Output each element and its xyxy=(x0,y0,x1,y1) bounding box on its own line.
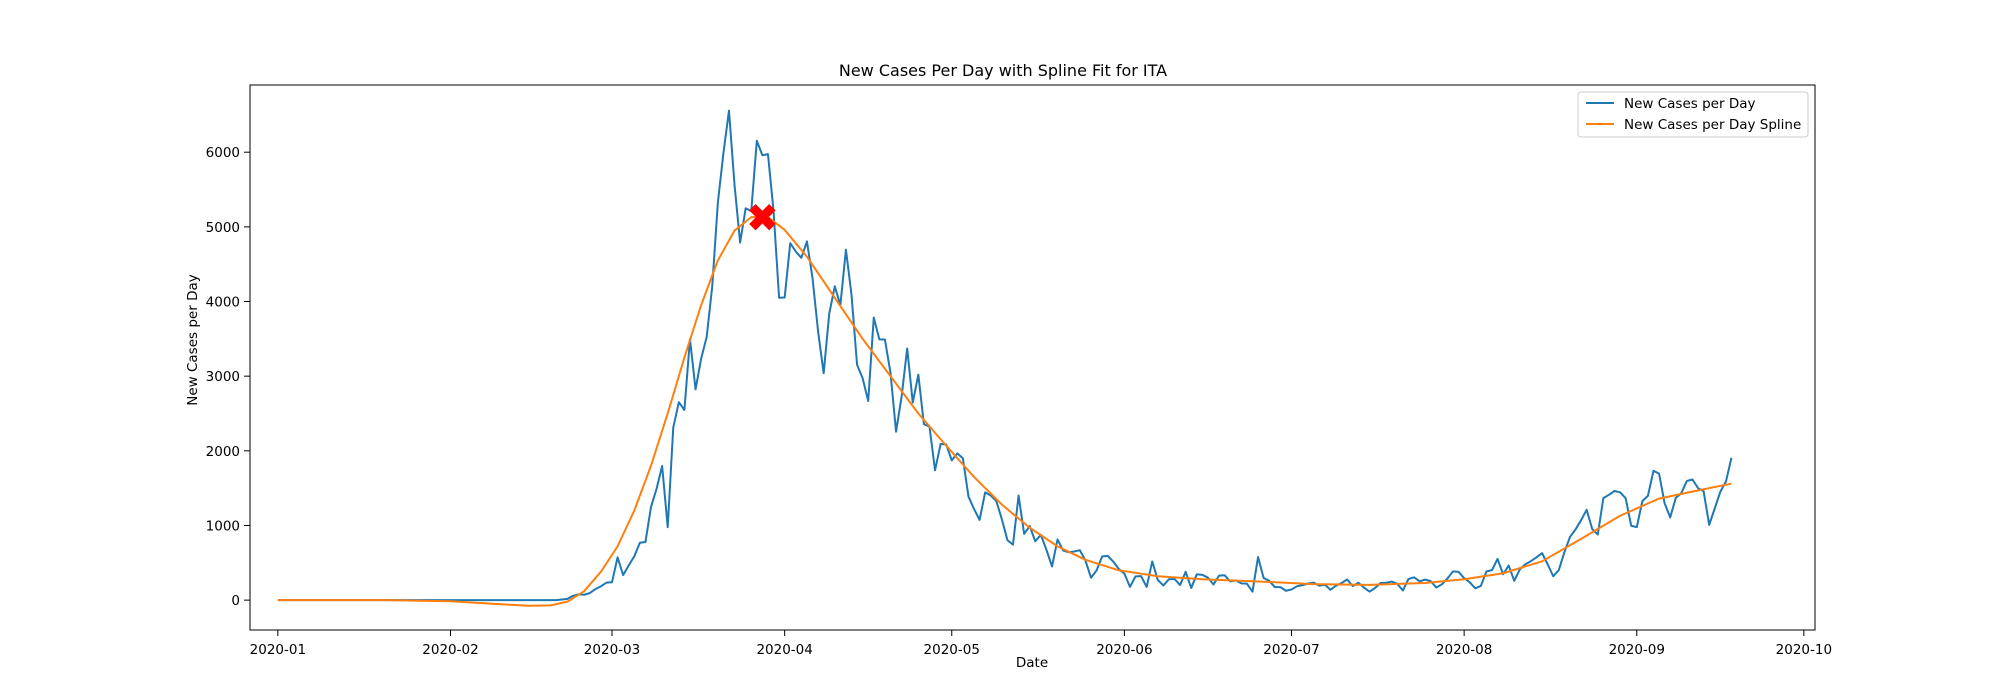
peak-marker xyxy=(749,203,776,231)
series-line-spline xyxy=(277,216,1732,607)
y-tick-label: 5000 xyxy=(206,220,240,236)
x-tick-label: 2020-06 xyxy=(1096,642,1152,658)
y-tick-label: 3000 xyxy=(206,369,240,385)
series-markers xyxy=(749,203,776,231)
series-lines xyxy=(277,109,1733,607)
x-tick-label: 2020-02 xyxy=(422,642,478,658)
x-tick-label: 2020-04 xyxy=(756,642,812,658)
y-tick-label: 4000 xyxy=(206,295,240,311)
legend: New Cases per Day New Cases per Day Spli… xyxy=(1577,91,1809,138)
y-axis-label: New Cases per Day xyxy=(185,274,201,405)
x-tick-label: 2020-09 xyxy=(1609,642,1665,658)
x-axis: 2020-01 2020-02 2020-03 2020-04 2020-05 2020-… xyxy=(250,630,1832,658)
legend-box xyxy=(1577,91,1809,138)
x-tick-label: 2020-08 xyxy=(1436,642,1492,658)
plot-background xyxy=(250,85,1815,630)
x-tick-label: 2020-03 xyxy=(584,642,640,658)
legend-label-new-cases: New Cases per Day xyxy=(1624,96,1755,112)
x-tick-label: 2020-01 xyxy=(250,642,306,658)
chart-title: New Cases Per Day with Spline Fit for IT… xyxy=(839,61,1167,80)
x-tick-label: 2020-05 xyxy=(924,642,980,658)
x-tick-label: 2020-10 xyxy=(1776,642,1832,658)
y-axis: 0 1000 2000 3000 4000 5000 6000 xyxy=(206,145,250,609)
x-axis-label: Date xyxy=(1016,655,1048,671)
y-tick-label: 1000 xyxy=(206,518,240,534)
x-tick-label: 2020-07 xyxy=(1263,642,1319,658)
plot-frame xyxy=(249,84,1816,631)
legend-label-spline: New Cases per Day Spline xyxy=(1624,117,1801,133)
series-line-new-cases xyxy=(277,109,1733,602)
y-tick-label: 6000 xyxy=(206,145,240,161)
y-tick-label: 0 xyxy=(231,593,240,609)
y-tick-label: 2000 xyxy=(206,444,240,460)
plot-area xyxy=(249,84,1816,631)
